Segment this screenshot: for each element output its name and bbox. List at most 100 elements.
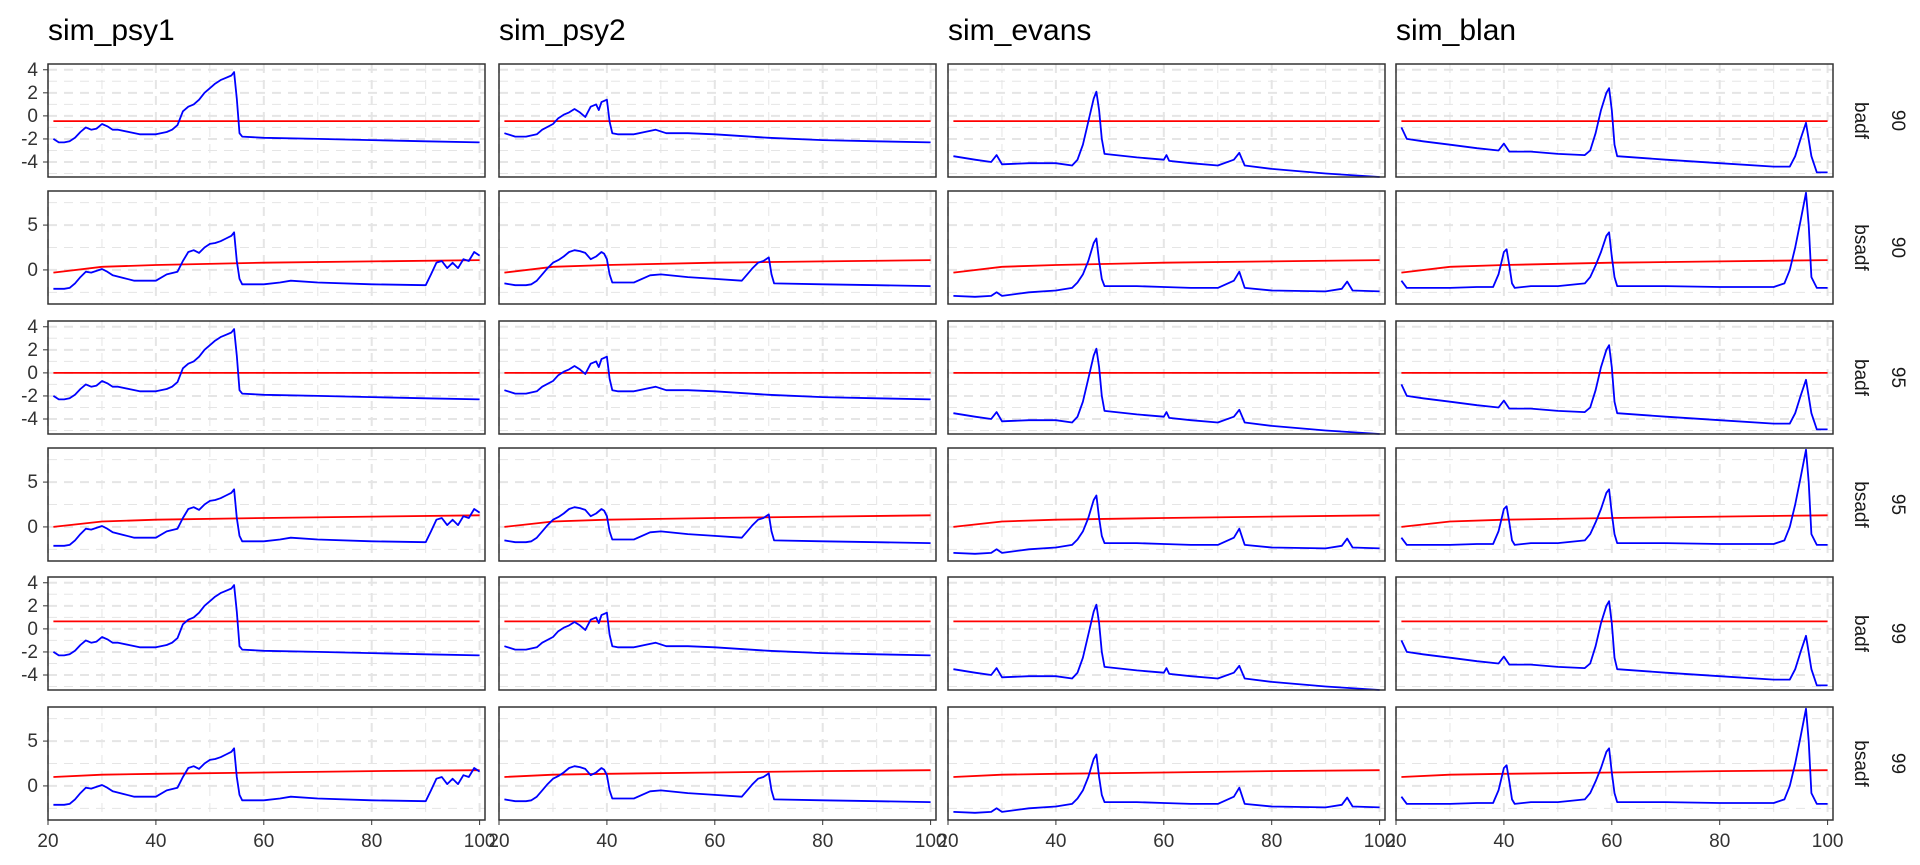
critical-value-line (953, 259, 1380, 274)
critical-value-line (1401, 259, 1828, 274)
statistic-series-line (1400, 87, 1828, 174)
statistic-series-line (52, 328, 480, 401)
critical-value-line (1401, 769, 1828, 778)
y-tick-label: -4 (21, 665, 38, 686)
statistic-series-line (1400, 191, 1828, 289)
statistic-series-line (504, 98, 931, 144)
panel-sim_blan-badf-90 (1395, 63, 1834, 178)
x-tick-label: 80 (1261, 831, 1282, 852)
panel-sim_psy1-badf-99 (47, 576, 486, 691)
panel-sim_evans-bsadf-99 (947, 706, 1386, 821)
panel-sim_psy1-badf-90 (47, 63, 486, 178)
x-tick-label: 60 (704, 831, 725, 852)
panel-border (947, 576, 1386, 691)
statistic-series-line (953, 753, 1380, 814)
y-tick-label: -4 (21, 409, 38, 430)
x-tick-label: 40 (1493, 831, 1514, 852)
facet-title-sim_evans: sim_evans (948, 14, 1091, 47)
panel-border (1395, 706, 1834, 821)
x-tick-label: 100 (1364, 831, 1396, 852)
statistic-series-line (504, 611, 931, 657)
statistic-series-line (953, 494, 1380, 555)
panel-sim_blan-bsadf-95 (1395, 447, 1834, 562)
panel-border (47, 447, 486, 562)
x-tick-label: 40 (596, 831, 617, 852)
statistic-series-line (1400, 344, 1828, 431)
statistic-series-line (53, 747, 481, 806)
x-tick-label: 80 (1709, 831, 1730, 852)
panel-border (47, 576, 486, 691)
statistic-series-line (53, 488, 481, 547)
panel-border (947, 447, 1386, 562)
panel-background (48, 577, 485, 690)
x-tick-label: 20 (488, 831, 509, 852)
critical-value-line (953, 769, 1380, 778)
critical-value-line (53, 259, 480, 274)
strip-level-label: 95 (1887, 367, 1908, 388)
critical-value-line (504, 514, 931, 528)
panel-sim_psy1-bsadf-99 (47, 706, 486, 821)
x-tick-label: 60 (253, 831, 274, 852)
panel-border (1395, 190, 1834, 305)
statistic-series-line (953, 90, 1380, 178)
panel-sim_psy2-bsadf-95 (498, 447, 937, 562)
panel-sim_psy1-bsadf-90 (47, 190, 486, 305)
panel-background (48, 321, 485, 434)
panel-sim_psy2-bsadf-99 (498, 706, 937, 821)
panel-border (498, 63, 937, 178)
facet-title-sim_psy1: sim_psy1 (48, 14, 175, 47)
panel-border (947, 320, 1386, 435)
panel-sim_psy2-badf-95 (498, 320, 937, 435)
facet-title-sim_blan: sim_blan (1396, 14, 1516, 47)
x-tick-label: 20 (937, 831, 958, 852)
panel-border (1395, 320, 1834, 435)
panel-border (498, 190, 937, 305)
panel-border (47, 63, 486, 178)
panel-border (47, 320, 486, 435)
statistic-series-line (504, 765, 931, 803)
strip-stat-label: badf (1850, 102, 1871, 140)
panel-border (47, 706, 486, 821)
y-tick-label: 0 (27, 260, 38, 281)
strip-level-label: 95 (1887, 494, 1908, 515)
strip-level-label: 99 (1887, 753, 1908, 774)
panel-background (499, 321, 936, 434)
y-tick-label: 4 (27, 573, 38, 594)
x-tick-label: 100 (915, 831, 947, 852)
statistic-series-line (953, 237, 1380, 298)
critical-value-line (1401, 514, 1828, 528)
statistic-series-line (52, 71, 480, 144)
critical-value-line (953, 514, 1380, 528)
y-tick-label: 0 (27, 619, 38, 640)
y-tick-label: 0 (27, 776, 38, 797)
panel-border (947, 190, 1386, 305)
statistic-series-line (953, 347, 1380, 435)
x-tick-label: 60 (1153, 831, 1174, 852)
x-tick-label: 60 (1601, 831, 1622, 852)
y-tick-label: 5 (27, 215, 38, 236)
panel-border (947, 63, 1386, 178)
strip-stat-label: bsadf (1850, 740, 1871, 787)
x-tick-label: 40 (145, 831, 166, 852)
y-tick-label: 2 (27, 340, 38, 361)
strip-level-label: 99 (1887, 623, 1908, 644)
x-tick-label: 20 (1385, 831, 1406, 852)
panel-sim_evans-badf-99 (947, 576, 1386, 691)
panel-background (948, 321, 1385, 434)
y-tick-label: 4 (27, 60, 38, 81)
panel-background (948, 577, 1385, 690)
statistic-series-line (52, 584, 480, 657)
statistic-series-line (1400, 600, 1828, 687)
x-tick-label: 80 (361, 831, 382, 852)
critical-value-line (504, 259, 931, 274)
x-tick-label: 100 (464, 831, 496, 852)
facet-panels (47, 63, 1834, 821)
panel-border (47, 190, 486, 305)
statistic-series-line (1400, 707, 1828, 805)
panel-border (1395, 576, 1834, 691)
panel-sim_evans-badf-90 (947, 63, 1386, 178)
panel-sim_blan-badf-95 (1395, 320, 1834, 435)
panel-background (1396, 321, 1833, 434)
